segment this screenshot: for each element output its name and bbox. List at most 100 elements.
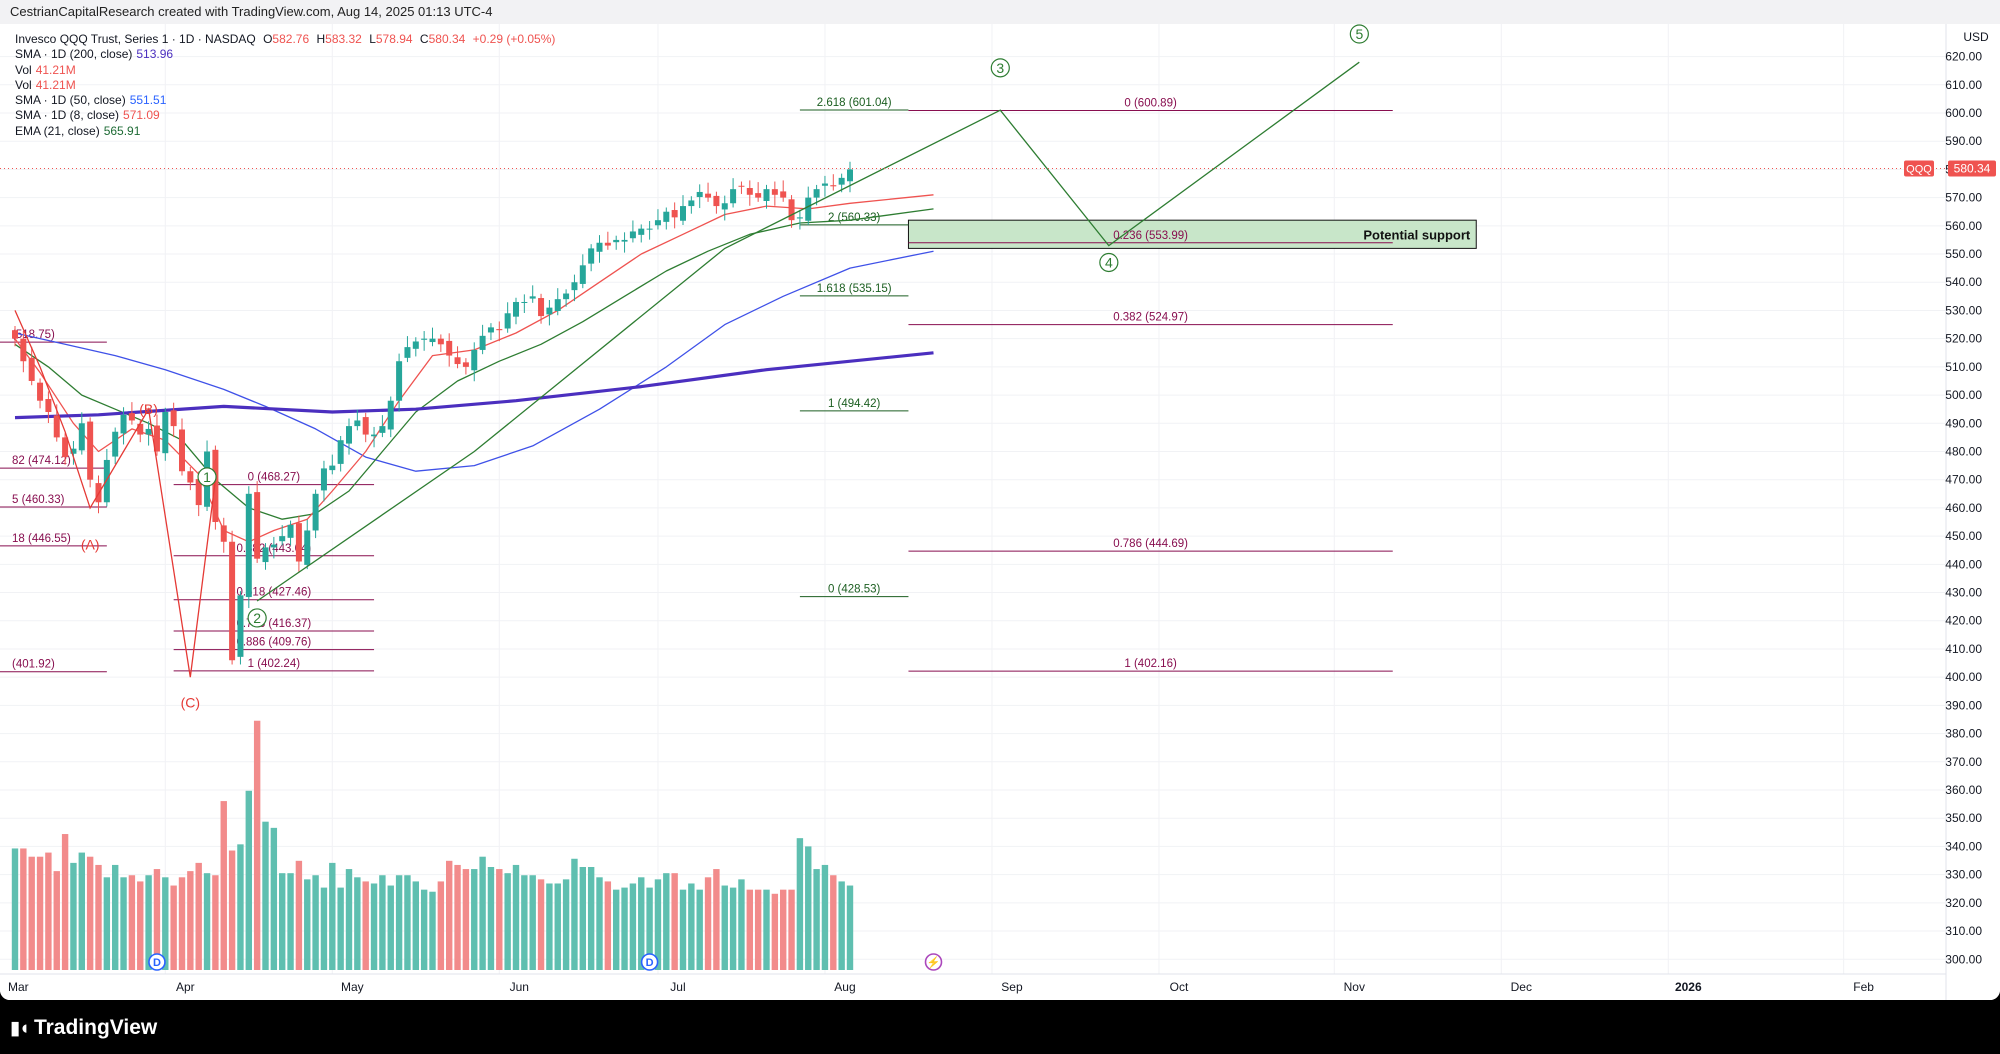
volume-bar: [546, 883, 553, 970]
volume-bar: [487, 867, 495, 970]
earnings-flash-icon: [924, 953, 943, 971]
volume-bar: [420, 889, 428, 970]
chart-area[interactable]: Potential support (518.75) 82 (474.12) 5 (4…: [0, 24, 2000, 1000]
fib-level-label: 0.786 (416.37): [236, 618, 311, 630]
price-chart[interactable]: Potential support (518.75) 82 (474.12) 5 (4…: [0, 24, 2000, 1000]
volume-bar: [613, 889, 620, 970]
wave-label: 5: [1355, 26, 1363, 42]
candle-body: [671, 210, 678, 218]
volume-bar: [454, 864, 461, 970]
y-axis-tick-label: 550.00: [1945, 247, 1982, 261]
candle-body: [70, 448, 77, 454]
volume-bar: [237, 844, 244, 970]
volume-bar: [763, 889, 770, 970]
candle-body: [513, 301, 519, 317]
wave-labels: (A) (B) (C) 1 2 3 4 5: [81, 24, 1369, 711]
y-axis-tick-label: 450.00: [1945, 529, 1982, 543]
candle-body: [262, 547, 269, 563]
legend-title[interactable]: Invesco QQQ Trust, Series 1 · 1D · NASDA…: [15, 32, 256, 46]
ohlc-close: 580.34: [428, 32, 466, 46]
volume-bar: [412, 881, 419, 970]
volume-bar: [521, 875, 528, 970]
legend-indicator-row[interactable]: SMA · 1D (200, close) 513.96: [15, 47, 555, 62]
y-axis-tick-label: 410.00: [1945, 642, 1982, 656]
legend-indicator-row[interactable]: Vol 41.21M: [15, 78, 555, 93]
fib-level-label: 0.382 (524.97): [1113, 312, 1188, 324]
x-axis-tick-label: Apr: [176, 980, 195, 994]
candle-body: [830, 185, 837, 187]
volume-bar: [379, 875, 386, 970]
sma200-line: [14, 351, 934, 420]
fib-level-label: 2.618 (601.04): [817, 97, 892, 109]
grid: [0, 24, 1945, 974]
fib-levels: (518.75) 82 (474.12) 5 (460.33) 18 (446.55)…: [0, 97, 1393, 673]
fib-level-label: 1 (494.42): [828, 398, 881, 410]
fib-level-label: 0.786 (444.69): [1113, 538, 1188, 550]
candle-body: [437, 338, 444, 345]
volume-bar: [679, 889, 687, 970]
fib-level-label: 82 (474.12): [12, 455, 71, 467]
volume-bar: [370, 883, 378, 970]
y-axis: USD 300.00 310.00 320.00 330.00 340.00 350.00 3…: [1904, 24, 2000, 1000]
sma50-line: [14, 250, 934, 472]
legend-indicator-row[interactable]: SMA · 1D (50, close) 551.51: [15, 93, 555, 108]
y-axis-tick-label: 620.00: [1945, 50, 1982, 64]
volume-bar: [446, 860, 453, 970]
candle-body: [387, 400, 394, 430]
currency-label: USD: [1963, 30, 1989, 44]
candle-body: [796, 217, 803, 219]
ohlc-close-label: C: [419, 32, 429, 46]
indicator-label: SMA · 1D (200, close): [15, 47, 133, 62]
candle-body: [496, 329, 503, 331]
x-axis: Mar Apr May Jun Jul Aug Sep Oct Nov Dec 2026 Feb: [0, 973, 1946, 1000]
x-axis-tick-label: Jul: [670, 980, 685, 994]
y-axis-tick-label: 320.00: [1945, 896, 1982, 910]
y-axis-bg: [1946, 24, 2000, 1000]
candle-body: [270, 544, 277, 548]
volume-bar: [86, 856, 94, 970]
candle-body: [28, 357, 35, 381]
candle-body: [179, 429, 185, 472]
wave-label-circle: [990, 58, 1010, 78]
volume-bar: [429, 891, 436, 970]
volume-bar: [153, 869, 161, 970]
x-axis-tick-label: May: [341, 980, 364, 994]
candle-body: [187, 471, 194, 483]
y-axis-tick-label: 440.00: [1945, 557, 1982, 571]
indicator-list: SMA · 1D (200, close) 513.96 Vol 41.21M Vol 4…: [15, 47, 555, 139]
volume-bar: [78, 852, 85, 970]
candle-body: [320, 468, 327, 491]
volume-bar: [145, 875, 152, 970]
candle-body: [838, 177, 845, 185]
legend-indicator-row[interactable]: SMA · 1D (8, close) 571.09: [15, 108, 555, 123]
wave-label-circle: [247, 608, 267, 628]
candle-body: [87, 421, 94, 480]
candle-body: [37, 382, 44, 401]
volume-bar: [362, 881, 369, 970]
candle-body: [354, 420, 361, 427]
y-axis-tick-label: 400.00: [1945, 670, 1982, 684]
volume-bar: [112, 864, 119, 970]
fib-level-label: (518.75): [12, 329, 55, 341]
support-zone-box: [907, 219, 1477, 249]
volume-bar: [137, 881, 144, 970]
tradingview-brand[interactable]: ▮◖ TradingView: [10, 1016, 157, 1040]
legend-indicator-row[interactable]: EMA (21, close) 565.91: [15, 124, 555, 139]
y-axis-tick-label: 360.00: [1945, 783, 1982, 797]
fib-level-label: 0 (600.89): [1124, 97, 1177, 109]
legend-indicator-row[interactable]: Vol 41.21M: [15, 63, 555, 78]
fib-level-label: 2 (560.33): [828, 212, 881, 224]
volume-bar: [796, 838, 804, 970]
candle-body: [538, 298, 545, 317]
volume-bar: [253, 720, 261, 970]
candle-body: [487, 327, 494, 333]
indicator-value: 565.91: [103, 123, 141, 138]
event-marker-label: D: [153, 957, 161, 969]
ohlc-open: 582.76: [272, 32, 310, 46]
fib-level-label: 0.236 (553.99): [1113, 230, 1188, 242]
candle-body: [454, 357, 461, 365]
indicator-label: Vol: [15, 77, 32, 92]
candle-body: [112, 431, 119, 457]
indicator-label: SMA · 1D (50, close): [15, 93, 126, 108]
y-axis-tick-label: 500.00: [1945, 388, 1982, 402]
